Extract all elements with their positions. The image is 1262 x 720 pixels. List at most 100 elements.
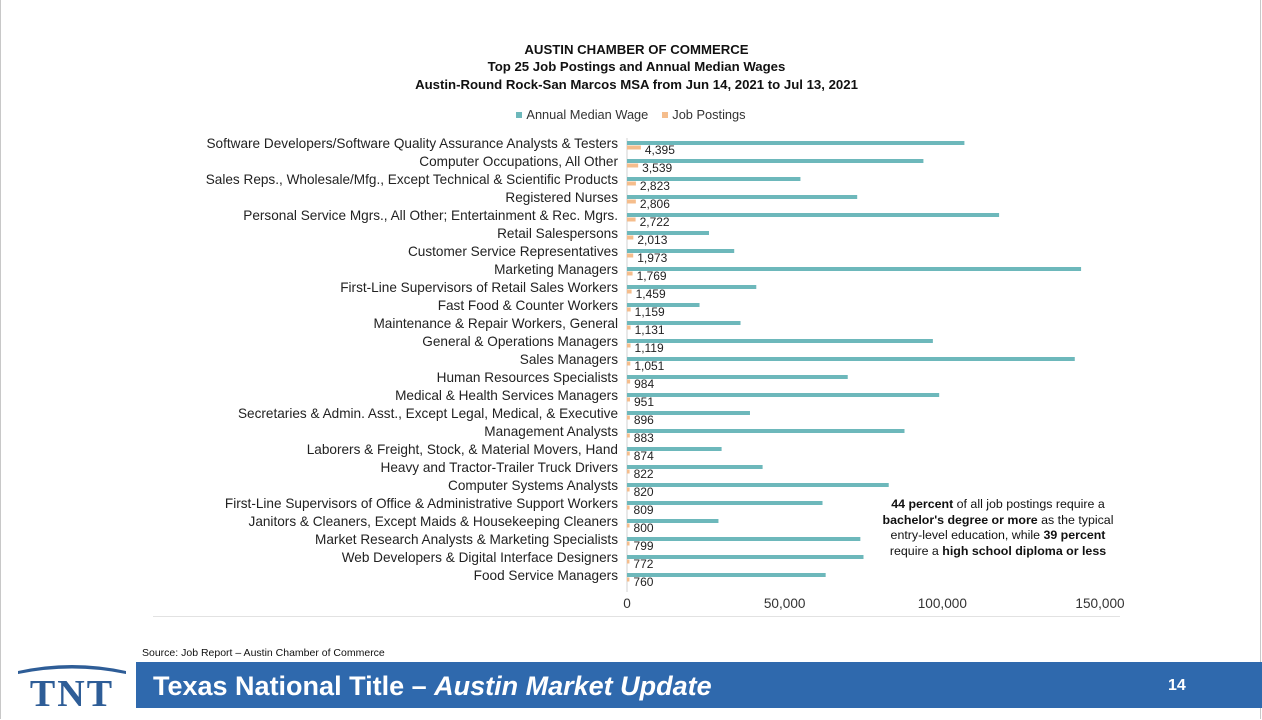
category-label: Registered Nurses (505, 190, 618, 205)
category-label: General & Operations Managers (422, 334, 618, 349)
category-label: Customer Service Representatives (408, 244, 618, 259)
postings-bar (627, 451, 630, 456)
category-label: Sales Managers (520, 352, 618, 367)
postings-data-label: 874 (634, 449, 654, 463)
legend-label-postings: Job Postings (672, 107, 746, 122)
legend-swatch-wage (516, 111, 523, 118)
category-label: Laborers & Freight, Stock, & Material Mo… (307, 442, 618, 457)
category-label: Secretaries & Admin. Asst., Except Legal… (238, 406, 618, 421)
wage-bar (627, 465, 763, 469)
postings-bar (627, 505, 630, 510)
postings-data-label: 1,131 (635, 323, 665, 337)
footer-title: Texas National Title – Austin Market Upd… (153, 670, 712, 702)
postings-bar (627, 415, 630, 420)
wage-bar (627, 357, 1075, 361)
wage-bar (627, 411, 750, 415)
postings-data-label: 1,769 (637, 269, 667, 283)
postings-data-label: 2,823 (640, 179, 670, 193)
wage-bar (627, 537, 861, 541)
postings-bar (627, 487, 630, 492)
wage-bar (627, 519, 719, 523)
annotation-part-4: 39 percent (1043, 528, 1106, 543)
category-label: Retail Salespersons (497, 226, 618, 241)
wage-bar (627, 483, 889, 487)
category-label: Sales Reps., Wholesale/Mfg., Except Tech… (206, 172, 618, 187)
footer-title-italic: Austin Market Update (434, 671, 712, 701)
chart-title-line-1: AUSTIN CHAMBER OF COMMERCE (524, 42, 749, 57)
postings-bar (627, 577, 630, 582)
postings-bar (627, 559, 630, 564)
wage-bar (627, 249, 735, 253)
category-label: Human Resources Specialists (437, 370, 619, 385)
postings-data-label: 1,051 (634, 359, 664, 373)
category-label: First-Line Supervisors of Office & Admin… (225, 496, 618, 511)
annotation-part-1: of all job postings require a (953, 497, 1105, 511)
postings-bar (627, 289, 632, 294)
page-number: 14 (1168, 677, 1186, 694)
category-label: Janitors & Cleaners, Except Maids & Hous… (249, 514, 619, 529)
annotation-part-6: high school diploma or less (942, 544, 1107, 559)
postings-bar (627, 343, 631, 348)
annotation-part-5: require a (889, 544, 943, 559)
wage-bar (627, 195, 858, 199)
wage-bar (627, 213, 1000, 217)
postings-data-label: 820 (634, 485, 654, 499)
category-label: Computer Occupations, All Other (419, 154, 618, 169)
postings-data-label: 799 (634, 539, 654, 553)
wage-bar (627, 573, 826, 577)
footer-title-main: Texas National Title – (153, 671, 435, 701)
postings-data-label: 883 (634, 431, 654, 445)
postings-bar (627, 271, 633, 276)
legend-swatch-postings (662, 111, 669, 118)
postings-bar (627, 145, 641, 150)
postings-data-label: 2,013 (637, 233, 667, 247)
postings-data-label: 809 (634, 503, 654, 517)
postings-data-label: 2,806 (640, 197, 670, 211)
wage-bar (627, 177, 801, 181)
category-label: Management Analysts (484, 424, 618, 439)
postings-bar (627, 217, 636, 222)
chart-legend: Annual Median Wage Job Postings (0, 107, 1262, 122)
postings-bar (627, 361, 631, 366)
postings-data-label: 984 (634, 377, 654, 391)
postings-bar (627, 325, 631, 330)
postings-data-label: 951 (634, 395, 654, 409)
legend-item-postings: Job Postings (662, 107, 746, 122)
postings-data-label: 1,119 (635, 341, 664, 355)
wage-bar (627, 285, 757, 289)
wage-bar (627, 267, 1082, 271)
source-note: Source: Job Report – Austin Chamber of C… (142, 647, 385, 659)
wage-bar (627, 159, 924, 163)
postings-data-label: 772 (633, 557, 653, 571)
x-tick-label: 100,000 (918, 596, 968, 611)
postings-bar (627, 253, 634, 258)
postings-data-label: 800 (634, 521, 654, 535)
postings-bar (627, 469, 630, 474)
postings-bar (627, 235, 634, 240)
chart-area (153, 36, 1120, 617)
category-label: First-Line Supervisors of Retail Sales W… (340, 280, 618, 295)
postings-data-label: 3,539 (642, 161, 672, 175)
category-label: Medical & Health Services Managers (395, 388, 618, 403)
x-tick-label: 0 (623, 596, 631, 611)
postings-data-label: 1,973 (637, 251, 667, 265)
postings-data-label: 1,459 (636, 287, 666, 301)
annotation-part-2: bachelor's degree or more (882, 512, 1038, 527)
postings-data-label: 760 (633, 575, 653, 589)
x-tick-label: 50,000 (764, 596, 806, 611)
postings-bar (627, 163, 639, 168)
tnt-logo: TNT (18, 665, 126, 712)
footer-bar (136, 662, 1262, 708)
category-label: Marketing Managers (494, 262, 618, 277)
legend-item-wage: Annual Median Wage (516, 107, 648, 122)
wage-bar (627, 429, 905, 433)
postings-bar (627, 433, 630, 438)
wage-bar (627, 393, 940, 397)
wage-bar (627, 141, 965, 145)
category-label: Web Developers & Digital Interface Desig… (342, 550, 618, 565)
wage-bar (627, 339, 933, 343)
postings-data-label: 896 (634, 413, 654, 427)
postings-bar (627, 307, 631, 312)
wage-bar (627, 555, 864, 559)
